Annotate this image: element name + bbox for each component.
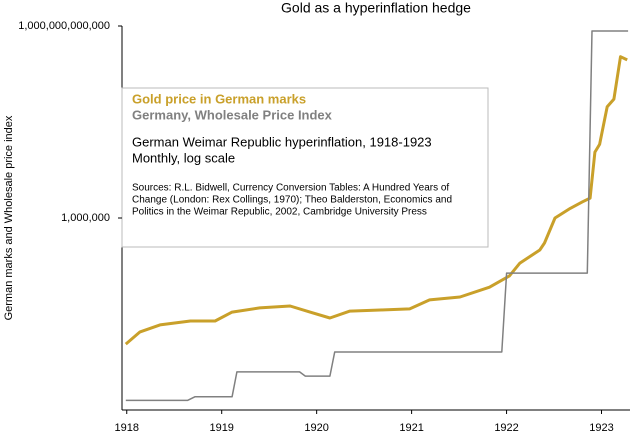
legend-entry: Germany, Wholesale Price Index: [132, 107, 333, 122]
x-tick-label: 1923: [589, 422, 613, 434]
annotation: Sources: R.L. Bidwell, Currency Conversi…: [132, 183, 449, 194]
y-axis-label: German marks and Wholesale price index: [3, 115, 15, 320]
x-tick-label: 1918: [115, 422, 139, 434]
annotation: German Weimar Republic hyperinflation, 1…: [132, 134, 432, 149]
x-tick-label: 1920: [304, 422, 328, 434]
legend-box: [121, 87, 489, 248]
x-tick-label: 1922: [494, 422, 518, 434]
annotation: Change (London: Rex Collings, 1970); The…: [132, 195, 452, 206]
x-tick-label: 1919: [209, 422, 233, 434]
series-line: [125, 30, 629, 402]
annotation: Monthly, log scale: [132, 150, 235, 165]
chart-title: Gold as a hyperinflation hedge: [281, 0, 471, 16]
legend-entry: Gold price in German marks: [132, 91, 306, 106]
y-tick-label: 1,000,000: [61, 212, 110, 224]
annotation: Politics in the Weimar Republic, 2002, C…: [132, 207, 427, 218]
series-line: [124, 55, 628, 346]
y-tick-label: 1,000,000,000,000: [18, 20, 110, 32]
x-tick-label: 1921: [399, 422, 423, 434]
